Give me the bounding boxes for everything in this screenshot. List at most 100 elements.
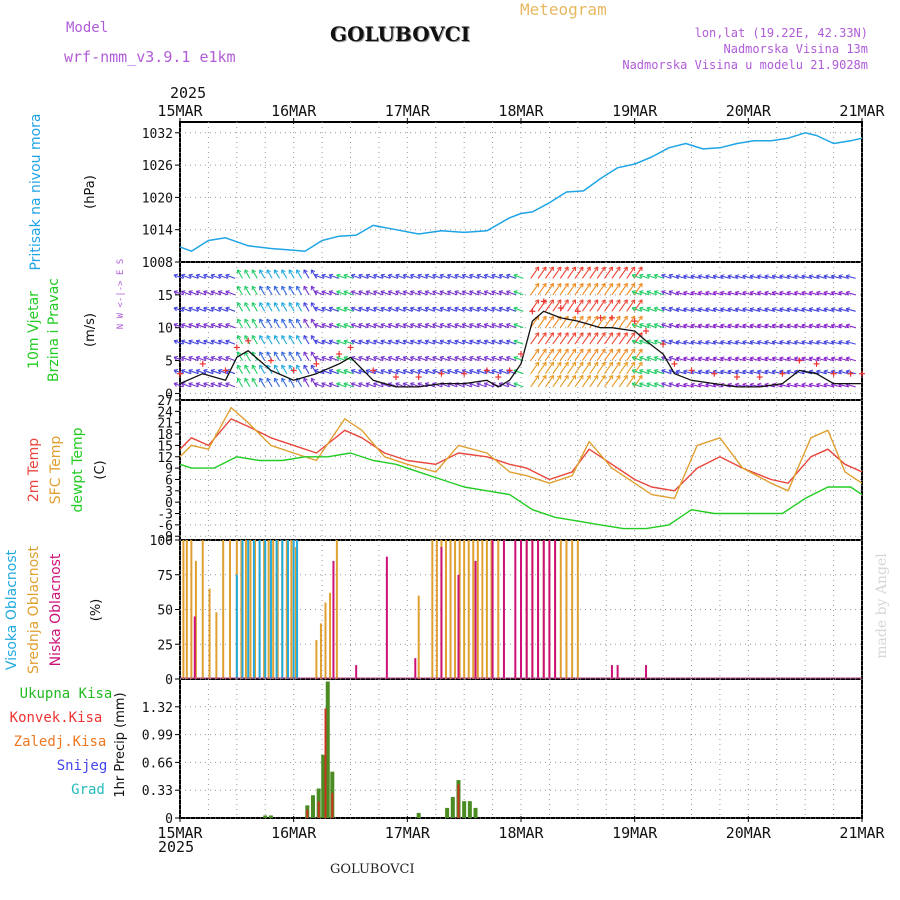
wind-arrow-head [734,357,739,362]
wind-arrow [676,341,686,345]
wind-arrow-head [734,324,739,329]
wind-arrow-head [296,285,301,289]
wind-arrow-head [816,275,820,280]
wind-arrow [358,356,369,362]
wind-arrow-head [402,355,408,358]
wind-arrow-head [499,382,504,384]
wind-arrow-head [513,291,517,295]
wind-arrow [225,323,236,329]
wind-arrow-head [712,291,717,296]
wind-arrow [530,375,540,388]
wind-arrow-head [513,340,517,345]
wind-arrow [365,382,376,388]
wind-arrow [646,274,657,279]
wind-arrow [611,332,621,345]
wind-arrow [447,356,457,362]
wind-arrow-head [424,340,429,345]
wind-arrow-head [786,323,791,326]
wind-arrow [676,308,686,312]
wind-arrow-head [506,323,510,328]
wind-arrow-head [786,370,791,375]
wind-arrow-head [225,273,230,276]
wind-arrow-head [727,382,732,385]
wind-arrow-head [195,274,200,279]
wind-arrow-head [816,357,820,362]
wind-arrow-head [712,323,718,326]
wind-arrow [296,302,303,312]
wind-arrow [639,340,650,345]
wind-arrow-head [217,340,222,345]
wind-arrow-head [274,285,279,289]
wind-arrow [596,315,606,329]
wind-arrow [281,377,288,388]
wind-arrow [838,341,849,345]
wind-arrow [661,307,672,312]
wind-arrow-head [742,356,747,359]
wind-arrow-head [513,273,518,276]
pressure-unit: (hPa) [83,175,98,209]
wind-arrow-head [757,370,761,375]
wind-arrow [668,356,679,362]
wind-arrow [395,274,406,279]
x-tick-label-top: 20MAR [726,102,772,120]
wind-arrow-head [469,383,473,387]
wind-arrow-head [225,323,230,325]
wind-arrow [698,383,709,388]
wind-arrow [491,323,502,329]
wind-arrow-head [601,361,606,365]
y-tick-label: 0.33 [142,784,173,799]
wind-arrow [676,357,686,362]
wind-arrow [303,318,310,328]
wind-arrow [218,356,228,362]
wind-arrow-head [499,339,504,342]
wind-arrow-head [779,340,784,343]
wind-arrow [447,274,457,279]
wind-arrow-head [557,282,562,286]
wind-arrow-head [336,383,340,387]
wind-arrow-head [506,274,510,279]
wind-arrow-head [373,382,378,384]
wind-arrow [365,274,376,279]
wind-arrow [801,383,812,388]
wind-arrow-head [735,382,740,385]
wind-arrow [690,370,701,375]
wind-arrow [296,351,303,361]
wind-arrow-head [483,340,488,345]
wind-arrow [454,323,465,329]
wind-arrow [469,340,480,345]
wind-arrow-head [593,374,598,378]
wind-arrow [626,375,636,388]
wind-arrow [589,315,599,329]
wind-arrow [683,383,694,388]
wind-arrow [188,340,199,345]
wind-arrow [720,275,731,279]
temp-ylabel-sfc: SFC Temp [48,436,64,505]
wind-arrow-head [402,274,406,279]
wind-arrow-head [173,273,179,276]
wind-arrow [365,290,376,296]
wind-arrow-head [845,274,851,277]
y-tick-label: 9 [165,462,173,477]
wind-arrow-head [727,370,732,375]
wind-arrow-head [314,274,318,279]
wind-arrow-head [484,355,489,358]
wind-arrow-head [373,273,378,276]
wind-arrow-head [749,274,755,277]
wind-arrow [604,299,614,312]
y-tick-label: 15 [157,439,173,454]
wind-arrow-head [336,291,340,295]
wind-arrow-head [402,307,406,312]
wind-arrow [530,361,540,375]
lonlat-text: lon,lat (19.22E, 42.33N) [694,26,868,40]
wind-arrow [218,290,228,296]
wind-arrow [735,341,746,345]
wind-arrow [454,356,465,362]
wind-arrow-head [668,274,672,279]
wind-arrow [705,341,716,345]
wind-arrow-head [447,339,452,342]
wind-arrow-head [838,274,843,277]
wind-arrow-head [808,290,814,293]
wind-arrow-head [410,369,415,371]
wind-arrow [801,308,812,312]
wind-arrow-head [266,285,271,289]
